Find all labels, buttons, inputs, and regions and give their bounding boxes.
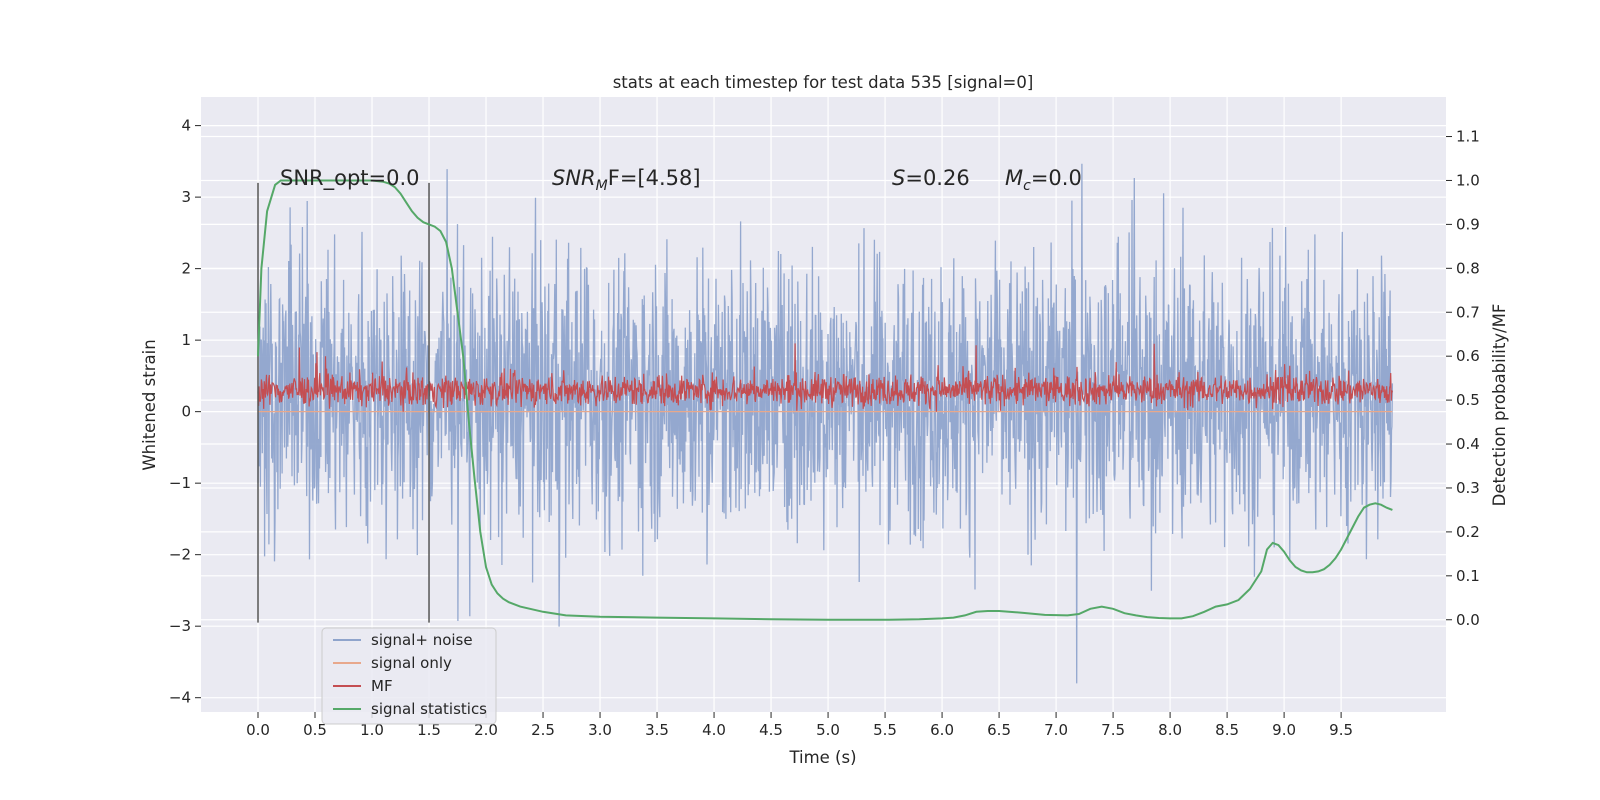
x-tick-label: 3.5 [645, 721, 669, 739]
y-right-tick-label: 0.2 [1456, 523, 1480, 541]
x-tick-label: 9.0 [1272, 721, 1296, 739]
y-right-tick-label: 0.9 [1456, 215, 1480, 233]
x-axis-label: Time (s) [788, 748, 856, 767]
x-tick-label: 6.5 [987, 721, 1011, 739]
x-tick-label: 1.5 [417, 721, 441, 739]
annotation-mc-value: =0.0 [1031, 166, 1082, 190]
x-tick-label: 2.5 [531, 721, 555, 739]
legend: signal+ noise signal only MF signal stat… [321, 627, 497, 725]
y-right-tick-label: 0.3 [1456, 479, 1480, 497]
y-axis-left-ticks: 4 3 2 1 0 −1 −2 −3 −4 [169, 117, 201, 707]
y-left-tick-label: 0 [181, 403, 191, 421]
vertical-markers [257, 182, 430, 623]
chart-title: stats at each timestep for test data 535… [613, 73, 1034, 92]
legend-label-signal-statistics: signal statistics [371, 700, 487, 718]
annotation-mc-label: M [1005, 166, 1023, 190]
legend-label-signal-only: signal only [371, 654, 452, 672]
x-tick-label: 9.5 [1329, 721, 1353, 739]
annotation-snr-mf: SNRMF=[4.58] [552, 166, 701, 194]
mf-series [257, 343, 1393, 412]
x-tick-label: 0.5 [303, 721, 327, 739]
y-left-tick-label: −3 [169, 617, 191, 635]
y-left-tick-label: 3 [181, 188, 191, 206]
legend-label-mf: MF [371, 677, 393, 695]
y-right-tick-label: 0.8 [1456, 259, 1480, 277]
x-tick-label: 0.0 [246, 721, 270, 739]
x-tick-label: 7.0 [1044, 721, 1068, 739]
x-tick-label: 5.5 [873, 721, 897, 739]
x-tick-label: 6.0 [930, 721, 954, 739]
annotation-snr-mf-label: SNR [552, 166, 596, 190]
annotation-mc: Mc=0.0 [1005, 166, 1082, 194]
x-axis-ticks: 0.0 0.5 1.0 1.5 2.0 2.5 3.0 3.5 4.0 4.5 5.0 5.5 6.0 6… [246, 712, 1353, 739]
y-right-tick-label: 0.1 [1456, 567, 1480, 585]
y-axis-left-label: Whitened strain [140, 339, 159, 470]
signal-statistics-series [257, 179, 1393, 621]
y-right-tick-label: 0.0 [1456, 611, 1480, 629]
signal-statistics-line [257, 179, 1393, 621]
y-left-tick-label: 4 [181, 117, 191, 135]
annotation-mc-sub: c [1023, 178, 1031, 194]
y-left-tick-label: −1 [169, 474, 191, 492]
y-axis-right-label: Detection probability/MF [1490, 304, 1509, 507]
x-tick-label: 3.0 [588, 721, 612, 739]
annotation-s-value: =0.26 [905, 166, 969, 190]
y-right-tick-label: 0.6 [1456, 347, 1480, 365]
y-left-tick-label: −2 [169, 546, 191, 564]
annotation-snr-mf-sub: M [596, 178, 608, 194]
x-tick-label: 8.5 [1215, 721, 1239, 739]
x-tick-label: 5.0 [816, 721, 840, 739]
x-tick-label: 7.5 [1101, 721, 1125, 739]
legend-label-signal-noise: signal+ noise [371, 631, 473, 649]
annotation-snr-opt: SNR_opt=0.0 [280, 166, 420, 191]
x-tick-label: 8.0 [1158, 721, 1182, 739]
annotation-s-label: S [892, 166, 905, 190]
y-left-tick-label: −4 [169, 689, 191, 707]
y-right-tick-label: 0.4 [1456, 435, 1480, 453]
y-right-tick-label: 0.7 [1456, 303, 1480, 321]
legend-box [321, 627, 497, 725]
y-left-tick-label: 2 [181, 260, 191, 278]
y-right-tick-label: 1.1 [1456, 128, 1480, 146]
annotation-snr-mf-rest: F=[4.58] [608, 166, 701, 190]
annotation-s: S=0.26 [892, 166, 970, 190]
y-right-tick-label: 0.5 [1456, 391, 1480, 409]
x-tick-label: 4.0 [702, 721, 726, 739]
x-tick-label: 1.0 [360, 721, 384, 739]
mf-line [257, 343, 1393, 412]
x-tick-label: 2.0 [474, 721, 498, 739]
signal-noise-series [257, 163, 1394, 684]
y-axis-right-ticks: 1.1 1.0 0.9 0.8 0.7 0.6 0.5 0.4 0.3 0.2 0.1 0.0 [1446, 128, 1480, 629]
y-right-tick-label: 1.0 [1456, 171, 1480, 189]
signal-noise-line [257, 163, 1394, 684]
x-tick-label: 4.5 [759, 721, 783, 739]
y-left-tick-label: 1 [181, 331, 191, 349]
